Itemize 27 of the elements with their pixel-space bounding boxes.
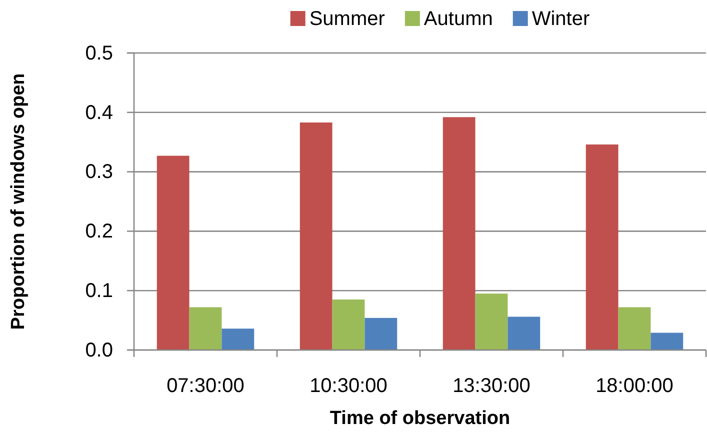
y-tick-label: 0.0	[85, 339, 113, 362]
y-axis-title: Proportion of windows open	[8, 73, 29, 330]
x-tick-label: 07:30:00	[166, 375, 244, 397]
bar	[364, 318, 398, 350]
bar	[332, 300, 365, 350]
y-tick-label: 0.5	[85, 42, 113, 64]
bar	[442, 117, 476, 350]
y-tick-label: 0.4	[85, 102, 113, 124]
bar	[156, 156, 190, 350]
bar	[618, 307, 651, 350]
legend-label: Autumn	[424, 8, 493, 30]
y-tick-label: 0.3	[85, 161, 113, 184]
legend-label: Summer	[309, 8, 386, 30]
x-tick-label: 10:30:00	[310, 375, 388, 397]
bar	[189, 307, 222, 350]
bar	[222, 328, 254, 350]
x-tick-label: 18:00:00	[596, 375, 674, 397]
bar	[508, 316, 540, 350]
bar	[650, 332, 684, 350]
legend-label: Winter	[532, 8, 590, 30]
x-axis-title: Time of observation	[330, 408, 510, 429]
bar	[475, 294, 508, 350]
y-tick-label: 0.2	[85, 220, 113, 243]
x-tick-label: 13:30:00	[452, 375, 530, 397]
bar	[300, 122, 332, 350]
y-tick-label: 0.1	[85, 280, 113, 302]
bar	[586, 144, 618, 350]
